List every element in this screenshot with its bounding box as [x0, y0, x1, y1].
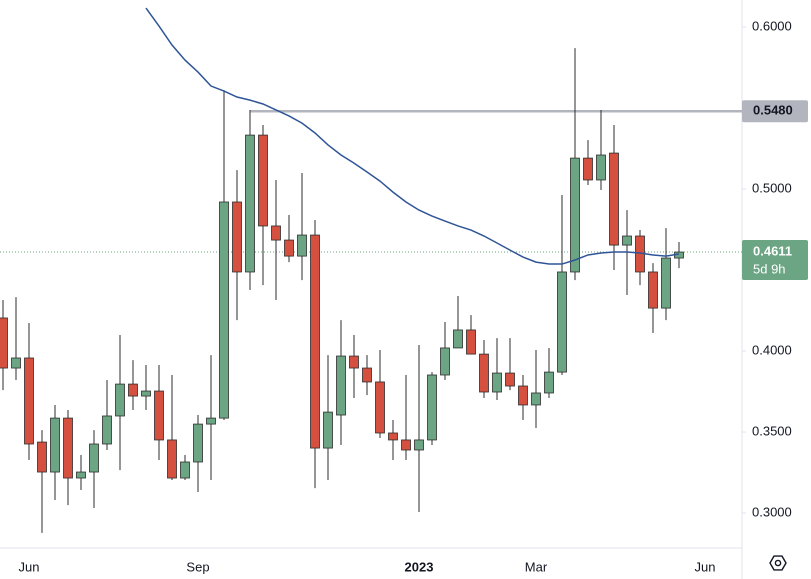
candle-body	[531, 392, 541, 406]
candle-body	[583, 157, 593, 181]
candle-body	[50, 417, 60, 473]
candle-body	[63, 417, 73, 479]
candle-body	[128, 383, 138, 397]
candle-body	[375, 381, 385, 434]
candle-body	[206, 417, 216, 425]
y-tick-label: 0.4000	[752, 342, 792, 357]
candle-body	[271, 225, 281, 241]
candle-body	[245, 134, 255, 273]
candle-body	[570, 157, 580, 273]
candle-body	[258, 134, 268, 227]
y-tick-label: 0.6000	[752, 18, 792, 33]
x-tick-label: Jun	[695, 559, 716, 574]
candle-body	[180, 461, 190, 479]
candle-body	[336, 355, 346, 416]
last-price-label: 0.4611	[753, 243, 792, 258]
settings-hexagon[interactable]	[769, 555, 787, 571]
moving-average-line	[145, 7, 680, 265]
candle-body	[661, 257, 671, 309]
candle-body	[167, 439, 177, 479]
candle-body	[557, 271, 567, 373]
candle-body	[102, 415, 112, 445]
candle-body	[440, 347, 450, 376]
settings-dot[interactable]	[774, 559, 782, 567]
candle-body	[453, 329, 463, 349]
x-tick-label: Jun	[19, 559, 40, 574]
candle-body	[362, 367, 372, 383]
candle-body	[544, 371, 554, 394]
candle-body	[414, 439, 424, 451]
candle-body	[37, 441, 47, 473]
y-tick-label: 0.3500	[752, 423, 792, 438]
candle-body	[622, 235, 632, 246]
level-label: 0.5480	[753, 103, 793, 118]
candle-body	[505, 372, 515, 387]
candle-body	[193, 423, 203, 463]
candle-body	[492, 372, 502, 393]
candle-body	[323, 411, 333, 449]
candle-body	[0, 317, 8, 369]
candle-body	[297, 234, 307, 257]
candle-body	[401, 439, 411, 451]
candle-body	[427, 374, 437, 441]
candle-body	[518, 385, 528, 406]
candle-body	[596, 154, 606, 181]
candle-body	[609, 152, 619, 246]
candle-body	[310, 234, 320, 449]
x-tick-label: Sep	[186, 559, 209, 574]
candle-body	[232, 201, 242, 273]
x-tick-label: 2023	[405, 559, 434, 574]
candle-body	[76, 471, 86, 479]
level-label-box	[742, 100, 808, 123]
last-price-box	[742, 240, 808, 281]
candle-body	[648, 271, 658, 309]
candle-body	[89, 443, 99, 473]
candle-body	[11, 357, 21, 369]
y-tick-label: 0.3000	[752, 504, 792, 519]
candle-body	[154, 390, 164, 441]
x-tick-label: Mar	[525, 559, 548, 574]
candle-body	[479, 353, 489, 393]
candle-body	[219, 201, 229, 419]
candle-body	[141, 390, 151, 397]
candle-body	[24, 357, 34, 445]
countdown-label: 5d 9h	[753, 261, 786, 276]
candle-body	[388, 432, 398, 441]
candle-body	[115, 383, 125, 417]
candle-body	[349, 355, 359, 369]
y-tick-label: 0.5000	[752, 180, 792, 195]
candle-body	[284, 239, 294, 257]
settings-icon[interactable]	[769, 555, 787, 571]
candle-body	[466, 329, 476, 355]
